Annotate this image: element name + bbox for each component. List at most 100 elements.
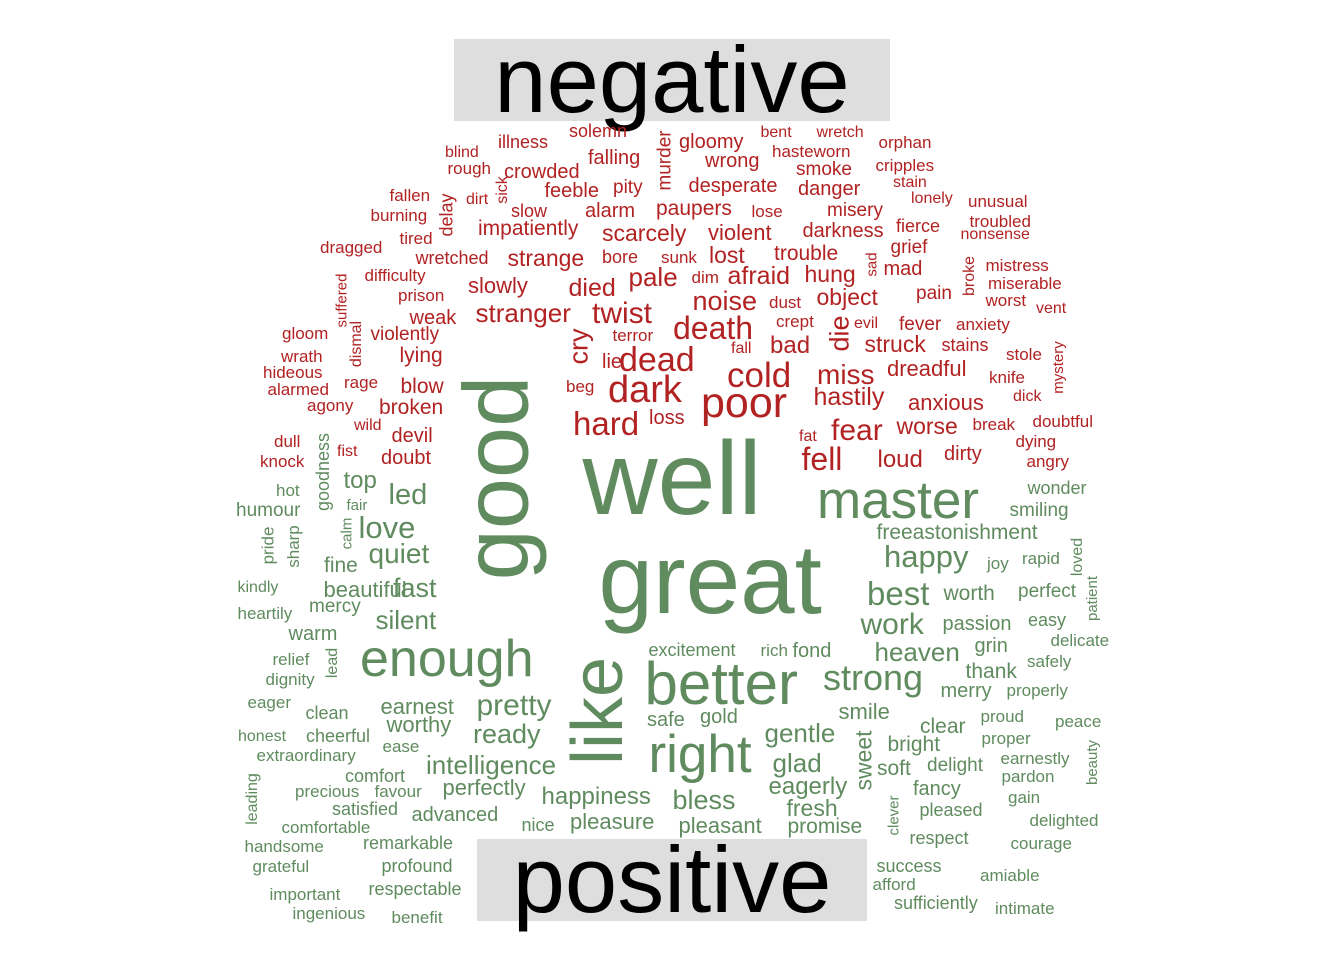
- word-negative: dull: [274, 431, 301, 451]
- word-negative: lie: [602, 351, 623, 373]
- word-negative: paupers: [656, 196, 732, 220]
- word-positive: pretty: [476, 689, 552, 722]
- word-positive: gain: [1008, 787, 1041, 807]
- word-negative: murder: [654, 129, 676, 191]
- word-negative: weak: [409, 307, 457, 329]
- word-positive: comfortable: [281, 817, 371, 837]
- word-positive: afford: [872, 874, 916, 894]
- word-negative: nonsense: [960, 226, 1030, 243]
- word-positive: amiable: [980, 865, 1040, 885]
- word-positive: beautiful: [323, 577, 407, 602]
- word-negative: feeble: [544, 180, 600, 202]
- word-negative: prison: [398, 285, 445, 305]
- word-positive: worth: [943, 581, 995, 605]
- word-negative: rage: [344, 372, 379, 392]
- word-negative: twist: [592, 297, 652, 330]
- word-negative: fat: [799, 428, 817, 445]
- word-positive: profound: [381, 856, 453, 876]
- word-positive: cheerful: [306, 726, 371, 746]
- word-positive: wonder: [1027, 478, 1087, 498]
- word-negative: evil: [854, 315, 879, 332]
- word-positive: grateful: [252, 856, 310, 876]
- word-positive: soft: [877, 756, 911, 780]
- word-positive: courage: [1010, 833, 1072, 853]
- word-negative: lying: [399, 343, 443, 367]
- word-negative: sick: [493, 176, 511, 204]
- word-negative: mistress: [985, 255, 1049, 275]
- word-positive: joy: [987, 553, 1009, 573]
- word-positive: pride: [258, 526, 278, 564]
- word-negative: bad: [770, 332, 811, 359]
- word-positive: like: [558, 656, 639, 766]
- word-positive: safe: [647, 709, 685, 731]
- word-positive: top: [343, 467, 377, 494]
- word-positive: patient: [1083, 575, 1101, 621]
- word-negative: hideous: [263, 362, 323, 382]
- word-negative: wretched: [415, 248, 489, 268]
- word-positive: proud: [980, 706, 1024, 726]
- word-positive: fancy: [913, 778, 961, 800]
- word-negative: dust: [769, 292, 802, 312]
- word-negative: stole: [1006, 344, 1042, 364]
- word-positive: warm: [288, 623, 338, 645]
- word-negative: stains: [941, 335, 989, 355]
- word-positive: properly: [1006, 680, 1068, 700]
- word-negative: afraid: [727, 261, 791, 290]
- word-positive: gentle: [764, 718, 836, 748]
- word-positive: honest: [238, 728, 287, 745]
- word-positive: smile: [838, 699, 890, 724]
- word-positive: satisfied: [332, 799, 399, 819]
- word-negative: troubled: [969, 211, 1031, 231]
- word-negative: orphan: [878, 132, 932, 152]
- word-negative: dirt: [466, 191, 489, 208]
- word-negative: dick: [1013, 388, 1042, 405]
- word-negative: desperate: [688, 175, 778, 197]
- word-positive: peace: [1055, 711, 1102, 731]
- word-negative: pale: [628, 262, 678, 292]
- word-negative: bent: [760, 124, 792, 141]
- word-negative: dreadful: [887, 356, 967, 381]
- word-positive: perfect: [1018, 580, 1077, 602]
- word-positive: sufficiently: [894, 893, 978, 913]
- word-positive: good: [444, 375, 547, 581]
- word-positive: gold: [700, 706, 738, 728]
- word-positive: easy: [1028, 610, 1067, 630]
- word-negative: object: [816, 283, 878, 310]
- word-positive: happiness: [541, 783, 651, 810]
- word-negative: hasteworn: [772, 141, 851, 161]
- word-negative: beg: [566, 376, 595, 396]
- word-negative: fever: [899, 313, 942, 335]
- word-positive: fast: [393, 572, 437, 603]
- word-negative: terror: [612, 325, 654, 345]
- word-negative: mad: [883, 258, 923, 280]
- word-negative: darkness: [802, 220, 884, 242]
- word-negative: doubtful: [1032, 411, 1094, 431]
- word-negative: fallen: [389, 185, 431, 205]
- word-positive: bright: [887, 732, 941, 756]
- word-positive: better: [644, 650, 798, 717]
- word-negative: delay: [436, 193, 457, 237]
- word-positive: respectable: [368, 879, 462, 899]
- word-positive: best: [867, 574, 930, 612]
- word-negative: unusual: [968, 191, 1028, 211]
- word-negative: trouble: [774, 241, 839, 265]
- word-positive: goodness: [313, 432, 334, 512]
- word-negative: knife: [989, 367, 1025, 387]
- word-negative: misery: [827, 199, 883, 221]
- word-negative: fist: [337, 443, 358, 460]
- word-negative: death: [673, 310, 754, 346]
- word-negative: tired: [399, 228, 433, 248]
- word-positive: favour: [374, 781, 422, 801]
- word-positive: thank: [965, 659, 1017, 683]
- word-negative: hastily: [813, 382, 885, 411]
- word-positive: beauty: [1083, 739, 1101, 785]
- word-negative: died: [568, 273, 616, 302]
- word-negative: vent: [1036, 300, 1067, 317]
- word-negative: crowded: [504, 161, 580, 183]
- word-positive: heartily: [237, 603, 293, 623]
- word-negative: burning: [370, 205, 428, 225]
- word-negative: dirty: [944, 443, 982, 465]
- word-positive: mercy: [309, 595, 361, 617]
- word-negative: impatiently: [478, 216, 579, 240]
- word-negative: slow: [511, 201, 548, 221]
